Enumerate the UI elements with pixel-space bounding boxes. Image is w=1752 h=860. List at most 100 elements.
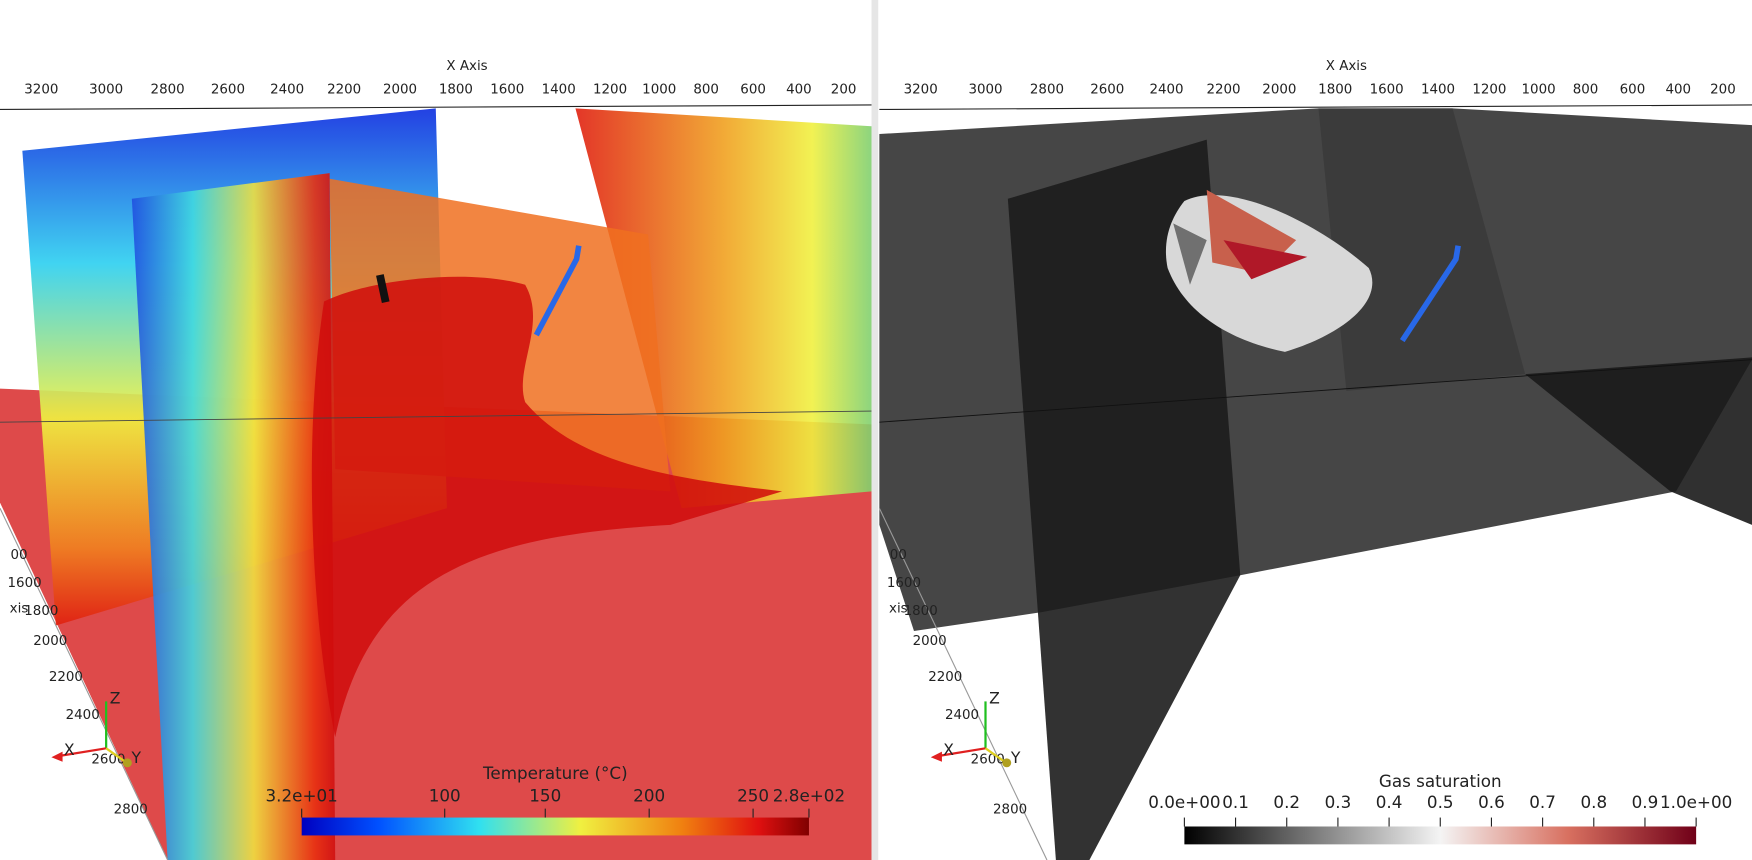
- gas-plume: [1173, 223, 1207, 285]
- triad-label: Y: [1010, 748, 1021, 767]
- triad-axis: [105, 747, 126, 763]
- x-axis-tick: 400: [1665, 82, 1691, 97]
- z-axis-tick: 00: [890, 548, 907, 563]
- axis-line: [0, 507, 169, 860]
- colorbar: [301, 817, 809, 836]
- x-axis-tick: 1200: [1472, 82, 1506, 97]
- colorbar-tick-label: 0.6: [1478, 792, 1505, 812]
- z-axis-tick: 2400: [945, 708, 979, 723]
- view-left: [0, 104, 872, 860]
- x-axis-tick: 2800: [151, 82, 185, 97]
- slice-plane: [1007, 139, 1241, 860]
- triad-label: Z: [989, 689, 1000, 708]
- triad-axis: [937, 747, 986, 758]
- colorbar-title: Gas saturation: [1379, 771, 1502, 791]
- x-axis-tick: 1200: [593, 82, 627, 97]
- x-axis-tick: 2000: [1262, 82, 1296, 97]
- x-axis-tick: 2600: [211, 82, 245, 97]
- x-axis-tick: 2200: [327, 82, 361, 97]
- colorbar-tick-label: 0.4: [1376, 792, 1403, 812]
- colorbar-tick-label: 3.2e+01: [266, 785, 338, 805]
- x-axis-tick: 2600: [1090, 82, 1124, 97]
- triad-axis: [57, 747, 107, 758]
- x-axis-tick: 1000: [642, 82, 676, 97]
- x-axis-tick: 200: [1710, 82, 1736, 97]
- slice-plane: [1525, 357, 1752, 525]
- x-axis-tick: 1000: [1522, 82, 1556, 97]
- x-axis-title: X Axis: [1326, 59, 1367, 74]
- triad-label: X: [943, 740, 954, 759]
- z-axis-tick: 2600: [971, 752, 1005, 767]
- colorbar-tick-label: 0.7: [1529, 792, 1556, 812]
- triad-axis: [984, 747, 1006, 763]
- z-axis-tick: 2800: [993, 803, 1027, 818]
- colorbar-tick-label: 200: [633, 785, 665, 805]
- axis-line: [0, 410, 872, 423]
- z-axis-tick: 2200: [928, 670, 962, 685]
- z-axis-tick: 1600: [8, 576, 42, 591]
- x-axis-tick: 1600: [1370, 82, 1404, 97]
- axis-line: [879, 359, 1752, 423]
- colorbar-tick-label: 0.0e+00: [1148, 792, 1220, 812]
- triad-tip: [122, 758, 132, 768]
- x-axis-tick: 400: [786, 82, 812, 97]
- view-right: [878, 104, 1752, 860]
- slice-plane: [131, 173, 336, 860]
- axis-line: [879, 104, 1752, 111]
- z-axis-tick: xis: [10, 602, 29, 617]
- colorbar-tick-label: 0.5: [1427, 792, 1454, 812]
- colorbar-tick-label: 2.8e+02: [773, 785, 845, 805]
- x-axis-tick: 2200: [1206, 82, 1240, 97]
- z-axis-tick: 1800: [24, 604, 58, 619]
- triad-label: Z: [110, 689, 121, 708]
- x-axis-tick: 3000: [968, 82, 1002, 97]
- colorbar-tick-label: 1.0e+00: [1660, 792, 1732, 812]
- colorbar-tick-label: 0.9: [1632, 792, 1659, 812]
- z-axis-tick: 2400: [66, 708, 100, 723]
- colorbar-tick-label: 0.1: [1222, 792, 1249, 812]
- x-axis-tick: 1400: [542, 82, 576, 97]
- triad-label: Y: [131, 748, 142, 767]
- z-axis-tick: 2000: [33, 634, 67, 649]
- z-axis-tick: 2200: [49, 670, 83, 685]
- x-axis-tick: 3000: [89, 82, 123, 97]
- x-axis-tick: 1800: [439, 82, 473, 97]
- z-axis-tick: 2000: [913, 634, 947, 649]
- x-axis-tick: 1400: [1421, 82, 1455, 97]
- slice-plane: [1318, 108, 1526, 391]
- z-axis-tick: 00: [10, 548, 27, 563]
- axis-line: [0, 104, 872, 111]
- well-marker: [376, 274, 390, 304]
- x-axis-tick: 2400: [270, 82, 304, 97]
- x-axis-tick: 3200: [904, 82, 938, 97]
- slice-plane: [575, 108, 872, 509]
- x-axis-title: X Axis: [446, 59, 487, 74]
- z-axis-tick: xis: [889, 602, 908, 617]
- x-axis-tick: 1800: [1318, 82, 1352, 97]
- triad-tip: [1002, 758, 1012, 768]
- colorbar-tick-label: 0.3: [1325, 792, 1352, 812]
- axis-line: [878, 507, 1048, 860]
- colorbar-tick-label: 250: [737, 785, 769, 805]
- colorbar-title: Temperature (°C): [482, 763, 628, 783]
- x-axis-tick: 2400: [1149, 82, 1183, 97]
- x-axis-tick: 200: [831, 82, 857, 97]
- colorbar: [1184, 826, 1697, 845]
- z-axis-tick: 1600: [887, 576, 921, 591]
- colorbar-tick-label: 0.2: [1273, 792, 1300, 812]
- colorbar-tick-label: 100: [429, 785, 461, 805]
- z-axis-tick: 2800: [114, 803, 148, 818]
- x-axis-tick: 800: [1573, 82, 1599, 97]
- well-path: [533, 245, 582, 337]
- x-axis-tick: 600: [740, 82, 766, 97]
- x-axis-tick: 2800: [1030, 82, 1064, 97]
- well-path: [1399, 245, 1461, 343]
- isosurface: [311, 276, 783, 738]
- x-axis-tick: 800: [693, 82, 719, 97]
- x-axis-tick: 3200: [24, 82, 58, 97]
- triad-tip: [51, 751, 63, 762]
- triad-label: X: [64, 740, 75, 759]
- divider: [871, 0, 879, 860]
- z-axis-tick: 1800: [904, 604, 938, 619]
